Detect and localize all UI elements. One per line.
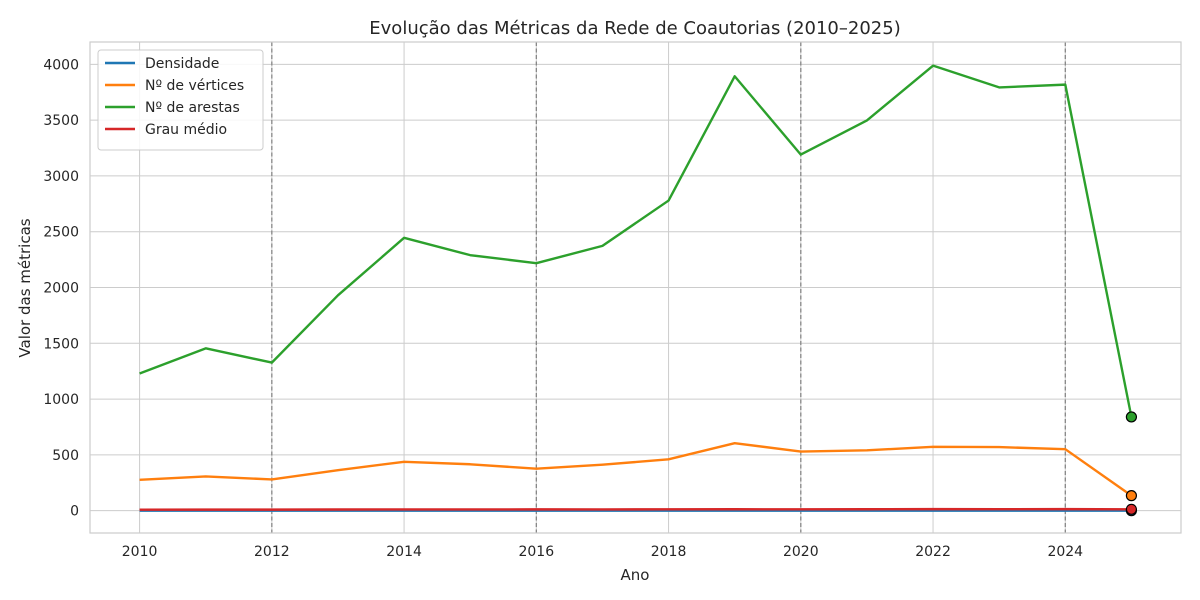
y-axis-title: Valor das métricas: [16, 218, 34, 357]
point-marker-grau-medio: [1125, 503, 1138, 515]
x-tick-label: 2024: [1047, 544, 1083, 560]
legend-label: Densidade: [145, 56, 219, 72]
x-tick-label: 2022: [915, 544, 951, 560]
y-tick-label: 2500: [43, 225, 79, 241]
x-tick-label: 2018: [651, 544, 687, 560]
y-tick-label: 1000: [43, 392, 79, 408]
y-tick-label: 500: [52, 448, 79, 464]
x-tick-label: 2010: [122, 544, 158, 560]
legend-box: [97, 49, 264, 151]
plot-area-frame: [89, 41, 1182, 534]
y-tick-label: 3500: [43, 113, 79, 129]
x-tick-label: 2014: [386, 544, 422, 560]
point-marker-n-de-vertices: [1125, 490, 1138, 502]
series-line-grau-medio: [139, 507, 1132, 511]
chart-title: Evolução das Métricas da Rede de Coautor…: [369, 18, 900, 39]
y-tick-label: 4000: [43, 57, 79, 73]
x-tick-label: 2012: [254, 544, 290, 560]
y-tick-label: 0: [70, 504, 79, 520]
legend: Densidade Nº de vértices Nº de arestas Grau…: [97, 49, 264, 151]
x-axis-title: Ano: [621, 566, 650, 584]
series-layer: [139, 64, 1133, 512]
tick-labels: 0 500 1000 1500 2000 2500 3000 3500 4000 2010 2012…: [43, 57, 1083, 560]
legend-label: Grau médio: [145, 122, 227, 138]
y-tick-label: 3000: [43, 169, 79, 185]
x-tick-label: 2020: [783, 544, 819, 560]
legend-label: Nº de vértices: [145, 78, 244, 94]
point-marker-n-de-arestas: [1125, 411, 1138, 423]
marker-layer: [1125, 411, 1138, 517]
x-tick-label: 2016: [518, 544, 554, 560]
y-tick-label: 1500: [43, 336, 79, 352]
y-tick-label: 2000: [43, 281, 79, 297]
legend-label: Nº de arestas: [145, 100, 240, 116]
reference-lines: [271, 42, 1066, 533]
series-line-n-de-vertices: [139, 441, 1133, 497]
series-line-n-de-arestas: [139, 64, 1133, 418]
